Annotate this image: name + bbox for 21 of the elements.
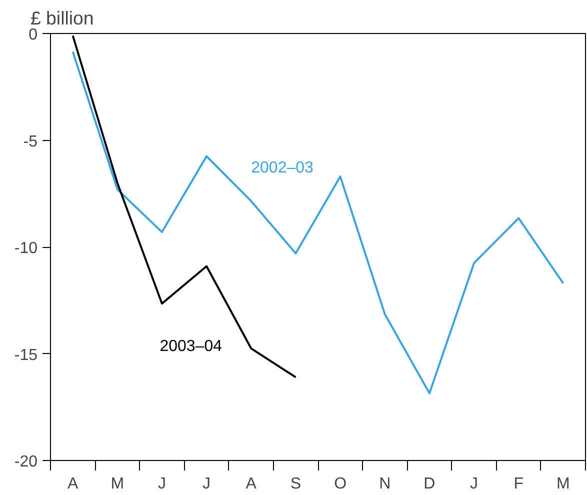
y-axis-title: £ billion [30, 8, 94, 28]
x-tick-label: A [246, 476, 257, 492]
x-tick-label: M [110, 476, 124, 492]
series-label: 2003–04 [160, 338, 222, 355]
x-tick-label: J [470, 476, 478, 492]
x-tick-label: S [290, 476, 302, 492]
x-tick-label: A [67, 476, 78, 492]
x-tick-label: D [424, 476, 436, 492]
x-tick-label: F [514, 476, 524, 492]
y-tick-label: -15 [14, 346, 38, 364]
x-tick-label: J [202, 476, 211, 492]
x-tick-label: J [158, 476, 166, 492]
y-tick-label: 0 [28, 26, 38, 44]
series-label: 2002–03 [251, 160, 314, 177]
line-series [72, 50, 564, 394]
y-tick-label: -20 [14, 454, 38, 470]
y-tick-label: -5 [23, 133, 38, 150]
x-tick-label: O [334, 476, 347, 492]
x-tick-label: N [379, 476, 391, 492]
y-tick-label: -10 [14, 240, 38, 257]
x-tick-label: M [556, 476, 570, 492]
